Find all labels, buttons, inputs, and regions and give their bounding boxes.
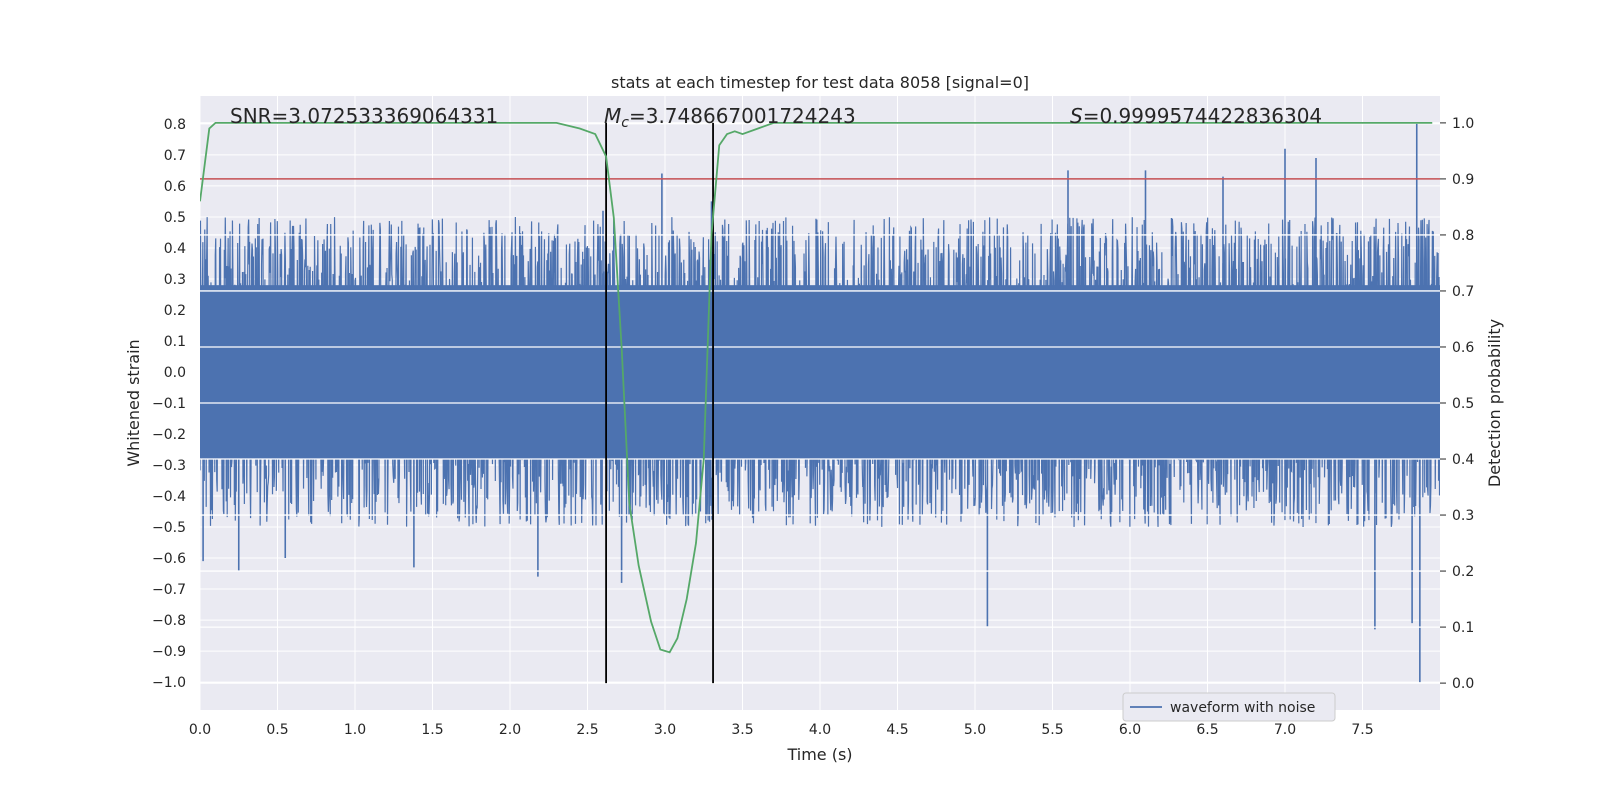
- x-axis-label: Time (s): [786, 745, 852, 764]
- y2-tick-label: 0.4: [1452, 452, 1474, 468]
- legend-box: [1122, 692, 1336, 722]
- y-tick-label: 0.8: [164, 117, 186, 133]
- x-tick-label: 5.5: [1041, 722, 1063, 738]
- y-tick-label: −0.1: [152, 396, 186, 412]
- x-tick-label: 3.5: [731, 722, 753, 738]
- y-tick-label: −0.5: [152, 520, 186, 536]
- y2-tick-label: 0.9: [1452, 172, 1474, 188]
- y2-tick-label: 0.8: [1452, 228, 1474, 244]
- y-tick-label: 0.3: [164, 272, 186, 288]
- y-tick-label: 0.2: [164, 303, 186, 319]
- y-tick-label: −0.8: [152, 613, 186, 629]
- y-axis-label: Whitened strain: [124, 339, 143, 466]
- tick-labels: 0.0 0.5 1.0 1.5 2.0 2.5 3.0 3.5 4.0 4.5 5.0 5.5 6.0 6…: [152, 116, 1474, 738]
- score-symbol: S: [1070, 104, 1083, 128]
- x-tick-label: 7.5: [1351, 722, 1373, 738]
- x-tick-label: 1.0: [344, 722, 366, 738]
- y-tick-label: 0.7: [164, 148, 186, 164]
- chirp-mass-value: =3.748667001724243: [629, 104, 856, 128]
- y2-tick-label: 0.3: [1452, 508, 1474, 524]
- x-tick-label: 4.5: [886, 722, 908, 738]
- y2-tick-label: 1.0: [1452, 116, 1474, 132]
- y-tick-label: −1.0: [152, 675, 186, 691]
- y-tick-label: 0.5: [164, 210, 186, 226]
- x-tick-label: 3.0: [654, 722, 676, 738]
- x-tick-label: 5.0: [964, 722, 986, 738]
- x-tick-label: 4.0: [809, 722, 831, 738]
- x-tick-label: 0.5: [266, 722, 288, 738]
- y-tick-label: −0.3: [152, 458, 186, 474]
- y2-tick-label: 0.6: [1452, 340, 1474, 356]
- y2-tick-label: 0.2: [1452, 564, 1474, 580]
- legend: waveform with noise: [1122, 692, 1336, 722]
- x-tick-label: 0.0: [189, 722, 211, 738]
- waveform-noise-band: [200, 285, 1440, 459]
- y-tick-label: 0.4: [164, 241, 186, 257]
- chirp-mass-annotation: Mc=3.748667001724243: [604, 104, 856, 131]
- y2-axis-label: Detection probability: [1485, 319, 1504, 487]
- x-tick-label: 2.0: [499, 722, 521, 738]
- y-tick-label: −0.2: [152, 427, 186, 443]
- y-tick-label: 0.1: [164, 334, 186, 350]
- y-tick-label: 0.0: [164, 365, 186, 381]
- legend-label: waveform with noise: [1170, 700, 1315, 716]
- x-tick-label: 2.5: [576, 722, 598, 738]
- y2-tick-label: 0.1: [1452, 620, 1474, 636]
- x-tick-label: 1.5: [421, 722, 443, 738]
- y-tick-label: −0.6: [152, 551, 186, 567]
- detection-probability-line: [200, 121, 1433, 654]
- x-tick-label: 7.0: [1274, 722, 1296, 738]
- y2-tick-label: 0.0: [1452, 676, 1474, 692]
- x-tick-label: 6.5: [1196, 722, 1218, 738]
- y-tick-label: −0.7: [152, 582, 186, 598]
- chirp-mass-subscript: c: [621, 115, 629, 131]
- chirp-mass-symbol: M: [604, 104, 621, 128]
- series-layer: [200, 121, 1440, 684]
- score-value: =0.9999574422836304: [1083, 104, 1322, 128]
- y-tick-label: −0.4: [152, 489, 186, 505]
- snr-annotation: SNR=3.072533369064331: [230, 104, 498, 128]
- y2-tick-label: 0.5: [1452, 396, 1474, 412]
- y-tick-label: 0.6: [164, 179, 186, 195]
- x-tick-label: 6.0: [1119, 722, 1141, 738]
- score-annotation: S=0.9999574422836304: [1070, 104, 1322, 128]
- y2-tick-label: 0.7: [1452, 284, 1474, 300]
- chart-title: stats at each timestep for test data 805…: [611, 73, 1029, 92]
- y-tick-label: −0.9: [152, 644, 186, 660]
